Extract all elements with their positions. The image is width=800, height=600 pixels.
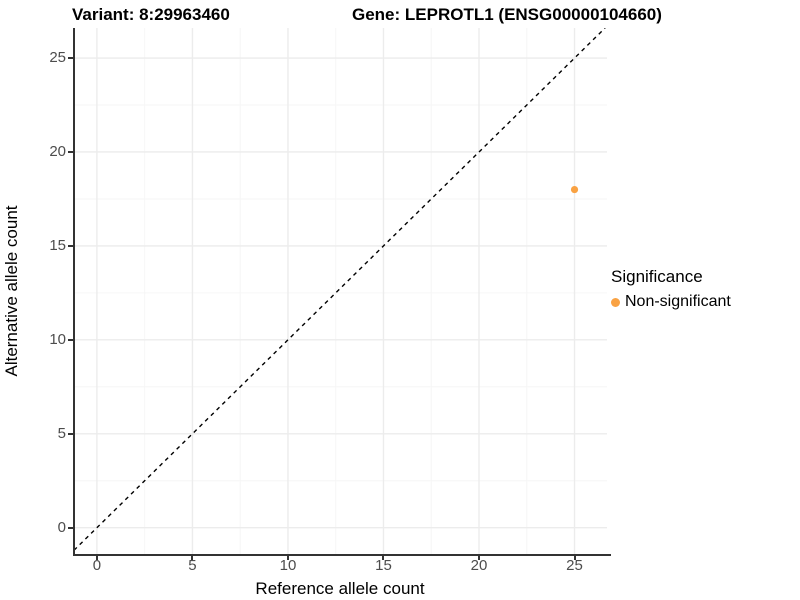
y-tick-label: 20 — [49, 142, 66, 160]
y-tick-mark — [68, 150, 73, 153]
x-tick-mark — [286, 555, 289, 560]
x-tick-label: 0 — [92, 557, 102, 574]
x-axis-title: Reference allele count — [255, 579, 425, 598]
y-tick-mark — [68, 432, 73, 435]
x-tick-label: 5 — [188, 557, 197, 574]
plot-panel — [74, 28, 607, 554]
x-tick-mark — [382, 555, 385, 560]
y-tick-mark — [68, 57, 73, 60]
identity-reference-line — [74, 28, 606, 551]
legend-title: Significance — [611, 267, 703, 286]
data-point — [570, 185, 579, 194]
plot-title-gene: Gene: LEPROTL1 (ENSG00000104660) — [352, 5, 662, 24]
y-tick-label: 5 — [57, 424, 66, 442]
x-tick-label: 25 — [566, 557, 583, 574]
y-tick-label: 15 — [49, 236, 66, 254]
plot-title-variant: Variant: 8:29963460 — [72, 5, 230, 24]
y-axis-title: Alternative allele count — [2, 205, 21, 377]
x-tick-mark — [95, 555, 98, 560]
legend-entry: Non-significant — [611, 293, 731, 311]
x-tick-label: 20 — [470, 557, 488, 574]
y-tick-mark — [68, 244, 73, 247]
legend: Significance Non-significant — [611, 267, 731, 311]
x-tick-mark — [478, 555, 480, 560]
y-tick-mark — [68, 526, 73, 529]
x-tick-label: 10 — [279, 557, 297, 574]
x-tick-label: 15 — [375, 557, 392, 574]
y-tick-label: 10 — [49, 330, 66, 348]
y-tick-label: 25 — [49, 49, 66, 67]
y-tick-mark — [68, 338, 73, 341]
x-tick-mark — [573, 555, 576, 560]
y-tick-label: 0 — [57, 518, 66, 536]
y-axis-line — [72, 28, 75, 556]
legend-key-dot-icon — [611, 297, 620, 307]
x-tick-mark — [191, 555, 194, 560]
x-axis-line — [72, 553, 611, 556]
legend-entry-label: Non-significant — [625, 293, 731, 310]
